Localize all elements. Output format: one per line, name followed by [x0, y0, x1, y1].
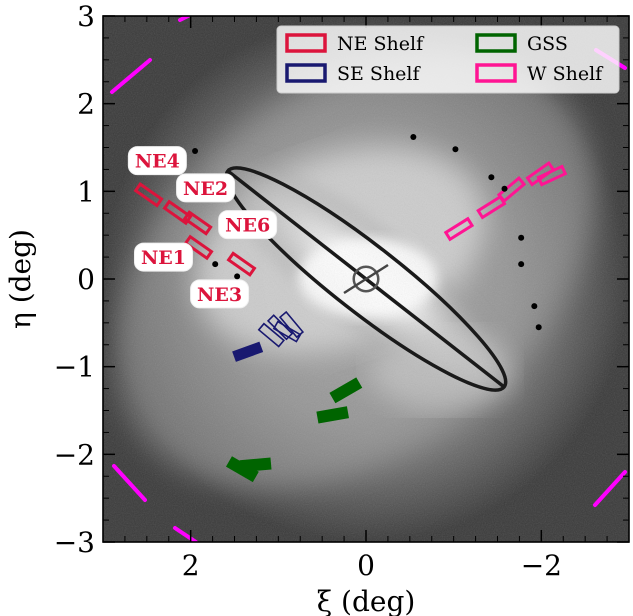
field-label-box — [190, 279, 250, 309]
legend-label-ne-shelf: NE Shelf — [337, 33, 425, 55]
legend-label-se-shelf: SE Shelf — [337, 63, 421, 85]
y-axis-label: η (deg) — [4, 229, 37, 329]
gss-mask — [316, 406, 349, 424]
data-point — [410, 133, 417, 140]
corner-mark — [178, 16, 193, 22]
data-point — [488, 174, 495, 181]
data-point — [212, 261, 219, 268]
legend-swatch-gss — [475, 33, 517, 53]
data-point — [501, 185, 508, 192]
ne-shelf-mask — [226, 251, 257, 277]
ne-shelf-mask — [183, 234, 214, 261]
center-circle — [352, 265, 380, 293]
data-point — [535, 324, 542, 331]
legend-label-w-shelf: W Shelf — [527, 63, 604, 85]
y-tick-label: 3 — [77, 0, 95, 33]
legend-swatch-w-shelf — [475, 63, 517, 83]
corner-mark — [173, 526, 198, 542]
field-label-box — [218, 210, 278, 240]
w-shelf-mask — [443, 216, 475, 242]
ne-shelf-mask — [182, 210, 213, 236]
field-label-ne1: NE1 — [133, 242, 193, 272]
legend-label-gss: GSS — [527, 33, 568, 55]
data-point — [452, 146, 459, 153]
w-shelf-mask — [536, 164, 568, 187]
gss-mask — [239, 457, 272, 473]
data-point — [192, 148, 199, 155]
w-shelf-mask — [496, 176, 527, 204]
corner-mark — [110, 58, 152, 94]
y-tick-label: 2 — [77, 88, 95, 121]
legend-swatch-se-shelf — [285, 63, 327, 83]
y-tick-label: −2 — [54, 438, 95, 471]
field-label-ne3: NE3 — [190, 279, 250, 309]
y-tick-label: −1 — [54, 351, 95, 384]
minor-axis-line — [343, 263, 389, 295]
w-shelf-mask — [525, 160, 556, 187]
y-tick-label: 0 — [77, 263, 95, 296]
field-label-box — [176, 173, 236, 203]
y-tick-label: −3 — [54, 526, 95, 559]
legend-box — [276, 25, 620, 94]
gss-mask — [329, 377, 363, 404]
field-label-ne2: NE2 — [176, 173, 236, 203]
field-label-text: NE2 — [183, 178, 228, 200]
legend: NE Shelf SE Shelf GSS W Shelf — [276, 25, 620, 94]
data-point — [518, 234, 525, 241]
x-tick-label: 2 — [182, 549, 200, 582]
field-label-box — [133, 242, 193, 272]
corner-mark — [112, 464, 147, 502]
x-tick-label: 0 — [357, 549, 375, 582]
data-point — [518, 261, 525, 268]
field-label-box — [127, 146, 187, 176]
field-label-text: NE3 — [197, 284, 242, 306]
corner-mark — [593, 470, 627, 507]
field-label-ne4: NE4 — [127, 146, 187, 176]
field-label-text: NE4 — [135, 151, 180, 173]
legend-swatch-ne-shelf — [285, 33, 327, 53]
field-label-text: NE6 — [225, 215, 270, 237]
x-tick-label: −2 — [521, 549, 562, 582]
se-shelf-mask — [257, 322, 285, 348]
y-tick-label: 1 — [77, 175, 95, 208]
se-shelf-mask — [232, 341, 264, 362]
ne-shelf-mask — [133, 182, 164, 208]
field-label-ne6: NE6 — [218, 210, 278, 240]
field-label-text: NE1 — [141, 247, 186, 269]
data-point — [531, 303, 538, 310]
se-shelf-mask — [278, 310, 305, 339]
data-point — [234, 273, 241, 280]
x-axis-label: ξ (deg) — [317, 585, 416, 616]
